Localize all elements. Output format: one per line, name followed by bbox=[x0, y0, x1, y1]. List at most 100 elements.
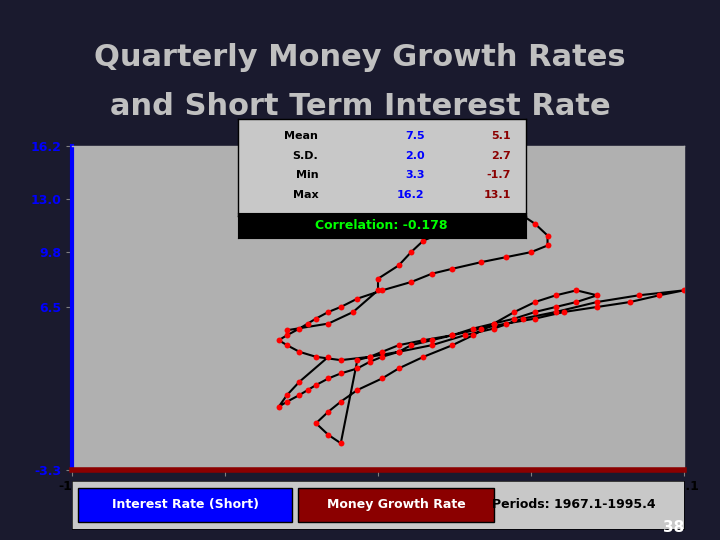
Point bbox=[372, 274, 384, 283]
Point bbox=[310, 314, 322, 323]
Text: Min: Min bbox=[296, 170, 318, 180]
Point bbox=[377, 348, 388, 356]
FancyBboxPatch shape bbox=[299, 488, 494, 522]
Point bbox=[323, 308, 334, 316]
Point bbox=[476, 324, 487, 333]
Text: Interest Rate (Short): Interest Rate (Short) bbox=[112, 498, 258, 511]
Point bbox=[310, 381, 322, 389]
Point bbox=[282, 391, 293, 400]
Point bbox=[351, 386, 363, 394]
Point bbox=[323, 430, 334, 439]
Point bbox=[591, 291, 603, 300]
Point bbox=[558, 308, 570, 316]
Point bbox=[541, 241, 553, 250]
Point bbox=[302, 386, 313, 394]
Point bbox=[509, 308, 521, 316]
Point bbox=[364, 353, 376, 361]
Text: 13.1: 13.1 bbox=[484, 190, 511, 200]
Point bbox=[550, 291, 562, 300]
Point bbox=[294, 324, 305, 333]
Point bbox=[488, 319, 500, 328]
Point bbox=[488, 193, 500, 201]
Point bbox=[467, 198, 479, 207]
Point bbox=[529, 308, 541, 316]
Point bbox=[571, 286, 582, 295]
Point bbox=[526, 248, 537, 256]
Point bbox=[654, 291, 665, 300]
Point bbox=[509, 314, 521, 323]
Point bbox=[591, 302, 603, 311]
Point bbox=[393, 341, 405, 349]
Point bbox=[467, 324, 479, 333]
Point bbox=[294, 377, 305, 386]
Point bbox=[323, 319, 334, 328]
Point bbox=[323, 374, 334, 383]
Point bbox=[446, 225, 458, 233]
Point bbox=[446, 331, 458, 340]
Point bbox=[459, 331, 471, 340]
Text: Money Growth Rate: Money Growth Rate bbox=[327, 498, 466, 511]
Point bbox=[282, 326, 293, 335]
Point bbox=[351, 294, 363, 303]
Point bbox=[351, 364, 363, 373]
Point bbox=[550, 302, 562, 311]
Point bbox=[273, 336, 284, 345]
Point bbox=[541, 231, 553, 240]
Text: Quarterly Money Growth Rates: Quarterly Money Growth Rates bbox=[94, 43, 626, 72]
Text: Max: Max bbox=[292, 190, 318, 200]
Point bbox=[393, 348, 405, 356]
Point bbox=[446, 341, 458, 349]
Point bbox=[446, 265, 458, 273]
Point bbox=[459, 211, 471, 220]
Point bbox=[529, 220, 541, 228]
Point bbox=[426, 341, 438, 349]
Point bbox=[393, 348, 405, 356]
Point bbox=[678, 286, 690, 295]
Point bbox=[377, 374, 388, 383]
Point bbox=[310, 419, 322, 428]
Text: 3.3: 3.3 bbox=[405, 170, 425, 180]
Point bbox=[509, 203, 521, 212]
Point bbox=[335, 369, 346, 378]
Text: S.D.: S.D. bbox=[292, 151, 318, 161]
Point bbox=[335, 302, 346, 311]
Point bbox=[418, 336, 429, 345]
Point bbox=[282, 397, 293, 406]
Point bbox=[372, 286, 384, 295]
Point bbox=[488, 194, 500, 203]
Point bbox=[393, 364, 405, 373]
Text: 2.7: 2.7 bbox=[492, 151, 511, 161]
Point bbox=[377, 286, 388, 295]
Point bbox=[529, 314, 541, 323]
Point bbox=[500, 319, 512, 328]
Point bbox=[294, 391, 305, 400]
Point bbox=[310, 353, 322, 361]
Point bbox=[335, 439, 346, 448]
Point bbox=[467, 331, 479, 340]
Text: Periods: 1967.1-1995.4: Periods: 1967.1-1995.4 bbox=[492, 498, 656, 511]
Point bbox=[294, 348, 305, 356]
Point bbox=[529, 298, 541, 306]
Point bbox=[517, 211, 528, 220]
Point bbox=[633, 291, 644, 300]
Point bbox=[418, 353, 429, 361]
Point bbox=[302, 319, 313, 328]
Text: 16.2: 16.2 bbox=[397, 190, 425, 200]
Point bbox=[446, 331, 458, 340]
Point bbox=[335, 397, 346, 406]
Point bbox=[624, 298, 636, 306]
Point bbox=[282, 341, 293, 349]
Point bbox=[488, 324, 500, 333]
Point bbox=[405, 278, 417, 286]
Point bbox=[405, 248, 417, 256]
Point bbox=[426, 269, 438, 278]
Text: 2.0: 2.0 bbox=[405, 151, 425, 161]
Text: and Short Term Interest Rate: and Short Term Interest Rate bbox=[109, 92, 611, 121]
Point bbox=[351, 356, 363, 364]
Point bbox=[348, 308, 359, 316]
Point bbox=[273, 402, 284, 411]
Point bbox=[282, 331, 293, 340]
Text: -1.7: -1.7 bbox=[487, 170, 511, 180]
Text: 38: 38 bbox=[662, 519, 684, 535]
Point bbox=[488, 319, 500, 328]
